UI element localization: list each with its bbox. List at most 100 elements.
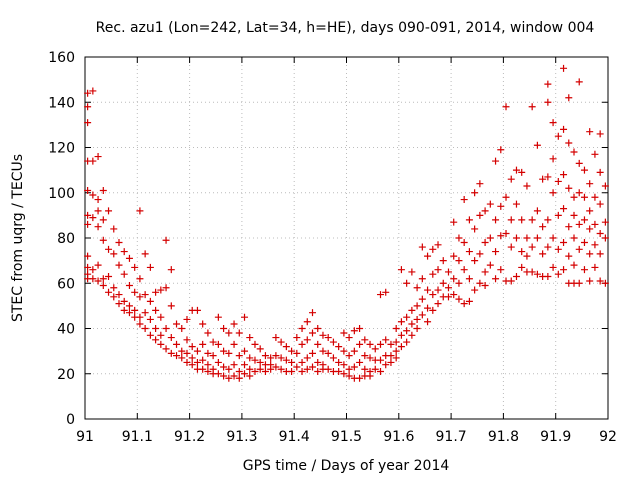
data-point <box>110 250 118 258</box>
data-point <box>293 334 301 342</box>
data-point <box>141 291 149 299</box>
data-point <box>214 370 222 378</box>
data-point <box>408 268 416 276</box>
data-point <box>241 370 249 378</box>
data-point <box>497 146 505 154</box>
data-point <box>350 363 358 371</box>
data-point <box>575 245 583 253</box>
data-point <box>115 300 123 308</box>
data-point <box>418 275 426 283</box>
data-point <box>376 291 384 299</box>
data-point <box>282 343 290 351</box>
data-point <box>554 132 562 140</box>
data-point <box>340 361 348 369</box>
data-point <box>481 207 489 215</box>
data-point <box>329 354 337 362</box>
data-point <box>256 345 264 353</box>
data-point <box>570 261 578 269</box>
data-point <box>293 349 301 357</box>
data-point <box>256 358 264 366</box>
data-point <box>413 325 421 332</box>
data-point <box>575 279 583 287</box>
data-point <box>146 263 154 271</box>
data-point <box>450 275 458 283</box>
data-point <box>209 352 217 360</box>
x-axis-label: GPS time / Days of year 2014 <box>243 458 450 474</box>
data-point <box>512 234 520 242</box>
data-point <box>439 257 447 265</box>
data-point <box>136 313 144 321</box>
data-point <box>173 352 181 360</box>
data-point <box>115 261 123 269</box>
data-point <box>424 286 432 294</box>
data-point <box>298 325 306 332</box>
data-point <box>204 349 212 357</box>
data-point <box>115 291 123 299</box>
data-point <box>314 340 322 348</box>
data-point <box>382 336 390 344</box>
data-point <box>586 250 594 258</box>
data-point <box>586 225 594 233</box>
data-point <box>324 334 332 342</box>
data-point <box>471 189 479 197</box>
data-point <box>89 214 97 222</box>
data-point <box>84 89 92 97</box>
data-point <box>596 250 604 258</box>
data-point <box>444 293 452 301</box>
data-point <box>120 297 128 305</box>
data-point <box>413 302 421 310</box>
data-point <box>481 268 489 276</box>
data-point <box>152 325 160 332</box>
data-point <box>476 279 484 287</box>
y-tick-label: 60 <box>57 276 75 292</box>
data-point <box>570 148 578 156</box>
data-point <box>544 243 552 251</box>
data-point <box>533 141 541 149</box>
data-point <box>549 119 557 127</box>
x-tick-label: 91.9 <box>540 429 571 445</box>
data-point <box>523 234 531 242</box>
data-point <box>267 354 275 362</box>
data-point <box>105 245 113 253</box>
data-point <box>471 286 479 294</box>
data-point <box>230 361 238 369</box>
data-point <box>434 300 442 308</box>
data-point <box>601 182 609 190</box>
data-point <box>591 220 599 228</box>
data-point <box>596 168 604 176</box>
data-point <box>162 284 170 292</box>
data-point <box>596 277 604 285</box>
data-point <box>450 252 458 260</box>
data-point <box>460 196 468 204</box>
data-point <box>403 327 411 335</box>
x-tick-label: 91.2 <box>174 429 205 445</box>
data-point <box>115 239 123 247</box>
data-point <box>162 236 170 244</box>
data-point <box>481 239 489 247</box>
data-point <box>157 313 165 321</box>
data-point <box>523 182 531 190</box>
data-point <box>544 98 552 106</box>
data-point <box>319 331 327 339</box>
data-point <box>204 361 212 369</box>
data-point <box>235 367 243 375</box>
data-point <box>178 354 186 362</box>
data-point <box>309 329 317 337</box>
data-point <box>460 266 468 274</box>
data-point <box>303 354 311 362</box>
data-point <box>220 363 228 371</box>
data-point <box>230 320 238 328</box>
data-point <box>476 250 484 258</box>
data-point <box>539 223 547 231</box>
data-point <box>507 243 515 251</box>
data-point <box>492 248 500 256</box>
data-point <box>214 313 222 321</box>
data-point <box>518 216 526 224</box>
data-point <box>345 365 353 373</box>
data-point <box>319 347 327 355</box>
data-point <box>591 193 599 201</box>
data-point <box>356 374 364 382</box>
data-point <box>220 372 228 380</box>
data-point <box>167 334 175 342</box>
data-point <box>601 218 609 226</box>
